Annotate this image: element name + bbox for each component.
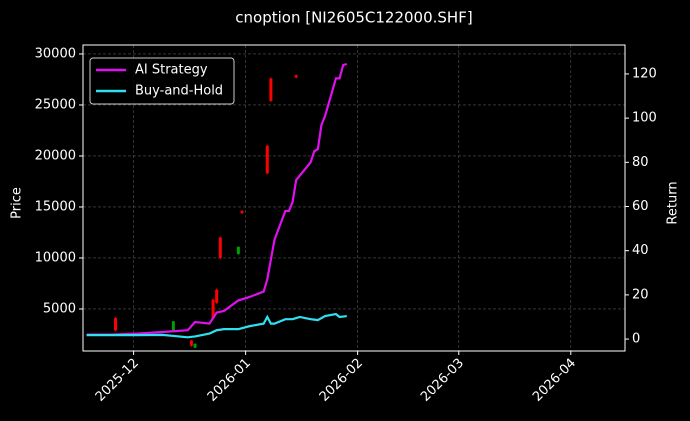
y-axis-label: Price <box>10 187 25 219</box>
candle-body <box>218 237 222 258</box>
candle-body <box>171 321 175 331</box>
y-tick-label: 15000 <box>35 199 76 214</box>
line-series <box>86 312 347 339</box>
candle-body <box>265 145 269 174</box>
y-tick-label: 5000 <box>43 301 76 316</box>
y2-axis-label: Return <box>666 181 681 224</box>
candle-body <box>294 75 298 78</box>
legend: AI Strategy Buy-and-Hold <box>89 57 235 105</box>
y2-tick-label: 20 <box>632 287 649 302</box>
y2-tick-label: 120 <box>632 66 657 81</box>
y-tick-label: 30000 <box>35 46 76 61</box>
candle-body <box>236 246 240 254</box>
candle-body <box>211 299 215 319</box>
y2-tick-label: 60 <box>632 199 649 214</box>
y2-tick-label: 80 <box>632 155 649 170</box>
chart-title: cnoption [NI2605C122000.SHF] <box>235 9 472 27</box>
x-tick-label: 2026-01 <box>205 356 254 405</box>
legend-label: Buy-and-Hold <box>135 84 223 99</box>
legend-label: AI Strategy <box>135 63 208 78</box>
y2-tick-label: 100 <box>632 111 657 126</box>
y-tick-label: 25000 <box>35 97 76 112</box>
x-tick-label: 2026-04 <box>530 356 579 405</box>
candle-body <box>193 343 197 348</box>
y-tick-label: 20000 <box>35 148 76 163</box>
plot-frame <box>82 44 626 352</box>
candle-body <box>215 289 219 303</box>
line-series <box>86 62 348 336</box>
x-tick-label: 2026-02 <box>317 356 366 405</box>
candle-body <box>269 78 273 101</box>
y-tick-label: 10000 <box>35 250 76 265</box>
x-tick-label: 2026-03 <box>418 356 467 405</box>
candle-body <box>189 340 193 346</box>
candle-body <box>114 318 118 331</box>
candle-body <box>240 211 244 214</box>
y2-tick-label: 0 <box>632 332 640 347</box>
y2-tick-label: 40 <box>632 243 649 258</box>
x-tick-label: 2025-12 <box>93 356 142 405</box>
